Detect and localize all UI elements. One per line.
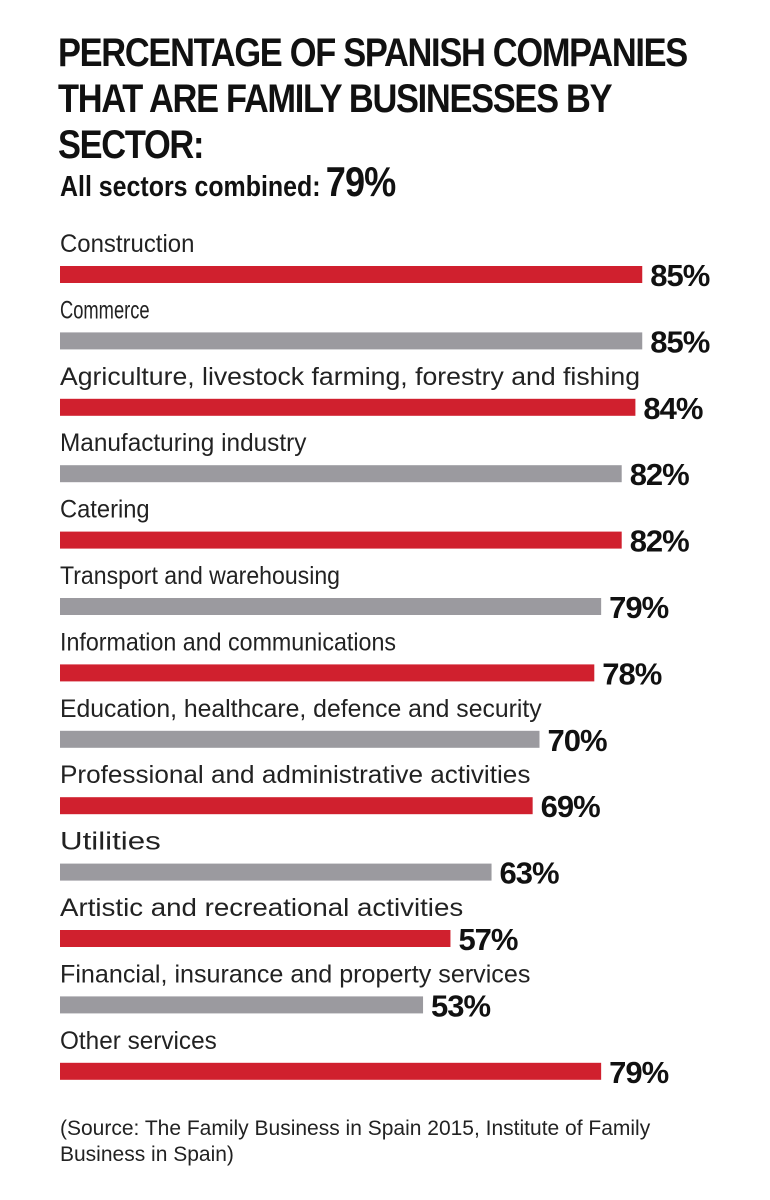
- value-label: 79%: [609, 1055, 668, 1090]
- bar-row: Catering 82%: [60, 496, 690, 559]
- value-label: 63%: [500, 856, 559, 891]
- bar: [60, 398, 636, 416]
- bar: [60, 797, 533, 815]
- bar-row: Other services 79%: [60, 1027, 670, 1090]
- category-label: Agriculture, livestock farming, forestry…: [60, 363, 640, 391]
- bar: [60, 996, 424, 1014]
- bar: [60, 730, 540, 748]
- category-label: Information and communications: [60, 628, 396, 656]
- category-label: Transport and warehousing: [60, 562, 340, 590]
- bar-row: Utilities 63%: [60, 828, 560, 891]
- page-title: PERCENTAGE OF SPANISH COMPANIES THAT ARE…: [58, 31, 688, 167]
- value-label: 85%: [650, 258, 709, 293]
- value-label: 82%: [630, 524, 689, 559]
- value-label: 78%: [602, 656, 661, 691]
- bar: [60, 863, 492, 881]
- category-label: Professional and administrative activiti…: [60, 761, 530, 789]
- bar: [60, 930, 451, 947]
- value-label: 82%: [630, 457, 689, 492]
- category-label: Manufacturing industry: [60, 429, 307, 457]
- category-label: Catering: [60, 496, 150, 524]
- category-label: Construction: [60, 230, 194, 258]
- source-note: (Source: The Family Business in Spain 20…: [60, 1117, 651, 1166]
- bar: [60, 531, 622, 549]
- bar-row: Agriculture, livestock farming, forestry…: [60, 363, 704, 426]
- subtitle: All sectors combined: 79%: [60, 158, 397, 206]
- bar: [60, 332, 643, 350]
- bar: [60, 664, 595, 682]
- value-label: 70%: [548, 723, 607, 758]
- value-label: 53%: [431, 988, 490, 1023]
- bar-row: Education, healthcare, defence and secur…: [60, 695, 608, 758]
- subtitle-value: 79%: [325, 158, 397, 205]
- bar-row: Construction 85%: [60, 230, 711, 293]
- category-label: Utilities: [60, 828, 161, 856]
- bar-row: Commerce 85%: [60, 296, 711, 359]
- value-label: 69%: [541, 789, 600, 824]
- value-label: 84%: [643, 391, 702, 426]
- bar: [60, 598, 602, 615]
- category-label: Artistic and recreational activities: [60, 894, 463, 922]
- bar-row: Financial, insurance and property servic…: [60, 960, 530, 1023]
- value-label: 85%: [650, 324, 709, 359]
- category-label: Financial, insurance and property servic…: [60, 960, 530, 988]
- bar: [60, 1062, 602, 1080]
- bar: [60, 465, 622, 483]
- bar-row: Information and communications 78%: [60, 628, 663, 691]
- category-label: Education, healthcare, defence and secur…: [60, 695, 542, 723]
- category-label: Commerce: [60, 296, 150, 324]
- value-label: 79%: [609, 590, 668, 625]
- bar-row: Manufacturing industry 82%: [60, 429, 690, 492]
- subtitle-label: All sectors combined:: [60, 171, 321, 203]
- bar-chart: Construction 85% Commerce 85% Agriculture, l…: [60, 230, 711, 1090]
- category-label: Other services: [60, 1027, 217, 1055]
- bar-row: Professional and administrative activiti…: [60, 761, 601, 824]
- value-label: 57%: [458, 922, 517, 957]
- bar: [60, 266, 643, 283]
- bar-row: Transport and warehousing 79%: [60, 562, 670, 625]
